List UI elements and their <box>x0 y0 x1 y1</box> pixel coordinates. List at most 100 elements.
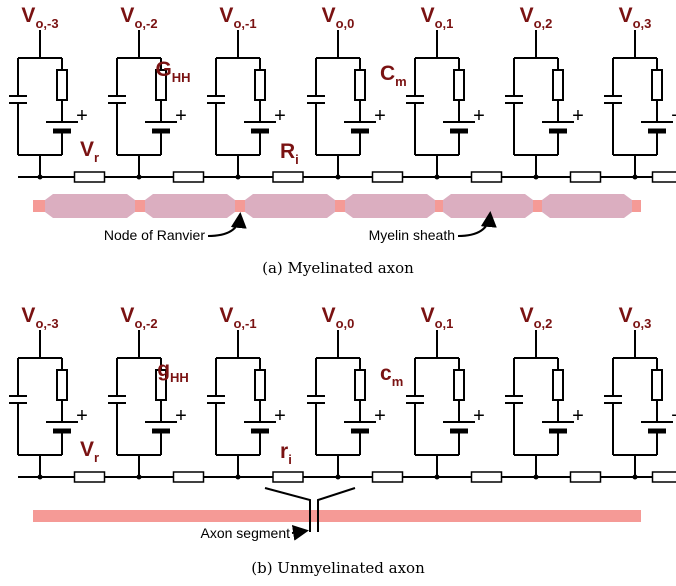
subscript: m <box>392 374 404 389</box>
axial-resistor <box>273 472 303 482</box>
subscript: o,3 <box>633 316 652 331</box>
subscript: o,0 <box>336 316 355 331</box>
subscript: o,1 <box>435 316 454 331</box>
axial-resistor <box>653 472 676 482</box>
resistor <box>57 70 67 100</box>
symbol-label: Vo,-2 <box>120 304 157 331</box>
symbol: V <box>619 304 633 327</box>
arrow <box>292 531 305 533</box>
subscript: m <box>395 74 407 89</box>
plus-sign: + <box>572 105 584 127</box>
axial-resistor <box>174 472 204 482</box>
symbol: C <box>380 62 395 85</box>
myelin-sheath <box>45 194 135 218</box>
axon <box>33 510 641 522</box>
axial-resistor <box>571 472 601 482</box>
symbol: V <box>120 304 134 327</box>
subscript: r <box>94 450 99 465</box>
symbol: V <box>21 304 35 327</box>
axial-resistor <box>472 172 502 182</box>
subscript: o,-3 <box>35 316 58 331</box>
subscript: o,1 <box>435 16 454 31</box>
plus-sign: + <box>274 405 286 427</box>
subscript: o,0 <box>336 16 355 31</box>
axial-resistor <box>373 172 403 182</box>
resistor <box>255 370 265 400</box>
symbol: V <box>619 4 633 27</box>
symbol-label: Vo,-1 <box>219 4 256 31</box>
annotation: Axon segment <box>201 525 291 541</box>
resistor <box>652 370 662 400</box>
resistor <box>355 370 365 400</box>
subscript: o,2 <box>534 316 553 331</box>
symbol: V <box>80 438 94 461</box>
symbol-label: Vo,2 <box>520 4 553 31</box>
axial-resistor <box>472 472 502 482</box>
caption: (a) Myelinated axon <box>262 259 414 277</box>
subscript: o,3 <box>633 16 652 31</box>
symbol-label: Vo,-3 <box>21 4 58 31</box>
resistor <box>355 70 365 100</box>
myelin-sheath <box>542 194 632 218</box>
symbol-label: Vr <box>80 138 99 165</box>
subscript: o,-2 <box>134 316 157 331</box>
symbol: V <box>219 4 233 27</box>
symbol-label: Vo,0 <box>322 4 355 31</box>
symbol-label: gHH <box>157 358 189 385</box>
symbol-label: Vo,1 <box>421 4 454 31</box>
symbol: V <box>421 304 435 327</box>
symbol: V <box>520 4 534 27</box>
myelin-sheath <box>245 194 335 218</box>
plus-sign: + <box>671 405 676 427</box>
resistor <box>454 70 464 100</box>
axial-resistor <box>653 172 676 182</box>
symbol: V <box>421 4 435 27</box>
resistor <box>255 70 265 100</box>
symbol: c <box>380 362 392 385</box>
myelin-sheath <box>443 194 533 218</box>
symbol-label: Vo,1 <box>421 304 454 331</box>
symbol: r <box>280 440 288 463</box>
resistor <box>652 70 662 100</box>
subscript: r <box>94 150 99 165</box>
arrow <box>458 215 490 236</box>
symbol: V <box>322 304 336 327</box>
plus-sign: + <box>473 405 485 427</box>
plus-sign: + <box>572 405 584 427</box>
myelin-sheath <box>145 194 235 218</box>
symbol-label: Vo,-2 <box>120 4 157 31</box>
axial-resistor <box>571 172 601 182</box>
symbol: V <box>520 304 534 327</box>
symbol: V <box>322 4 336 27</box>
plus-sign: + <box>175 105 187 127</box>
symbol-label: Vo,2 <box>520 304 553 331</box>
symbol-label: Vo,3 <box>619 304 652 331</box>
symbol-label: cm <box>380 362 403 389</box>
symbol-label: ri <box>280 440 292 467</box>
subscript: HH <box>170 370 189 385</box>
plus-sign: + <box>671 105 676 127</box>
symbol-label: Vo,-3 <box>21 304 58 331</box>
axial-resistor <box>75 472 105 482</box>
subscript: o,-2 <box>134 16 157 31</box>
symbol-label: Vr <box>80 438 99 465</box>
plus-sign: + <box>76 405 88 427</box>
subscript: o,2 <box>534 16 553 31</box>
resistor <box>553 370 563 400</box>
resistor <box>553 70 563 100</box>
subscript: i <box>295 152 299 167</box>
plus-sign: + <box>76 105 88 127</box>
caption: (b) Unmyelinated axon <box>251 559 425 577</box>
symbol-label: Vo,0 <box>322 304 355 331</box>
annotation: Myelin sheath <box>369 227 455 243</box>
axial-resistor <box>75 172 105 182</box>
myelin-sheath <box>345 194 435 218</box>
symbol: V <box>219 304 233 327</box>
plus-sign: + <box>274 105 286 127</box>
diagram: Vo,-3 + Vo,-2 + Vo,-1 + Vo,0 + Vo,1 + Vo,2 + Vo,3 + GH… <box>0 0 676 586</box>
subscript: o,-1 <box>233 16 256 31</box>
symbol-label: GHH <box>155 58 190 85</box>
symbol: V <box>80 138 94 161</box>
arrow <box>208 216 240 236</box>
symbol-label: Vo,3 <box>619 4 652 31</box>
